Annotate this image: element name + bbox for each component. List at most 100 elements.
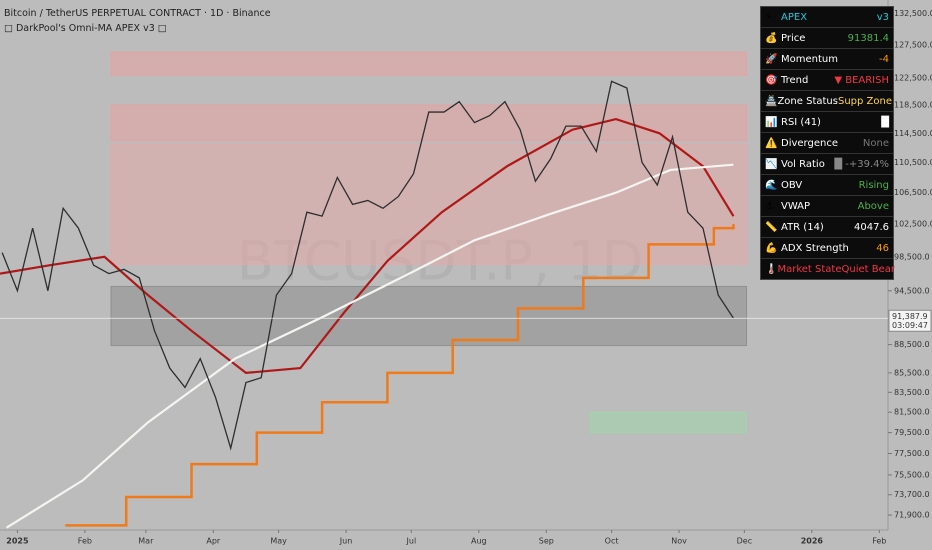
zone: [110, 51, 748, 76]
row-label: Market State: [777, 263, 842, 275]
y-tick-label: 118,500.0: [894, 101, 932, 110]
row-label: Divergence: [781, 137, 838, 149]
chart-title: Bitcoin / TetherUS PERPETUAL CONTRACT · …: [4, 8, 271, 19]
row-value: Supp Zone: [837, 95, 892, 107]
icon: 📏: [765, 221, 778, 233]
panel-row: 🎯 Trend ▼ BEARISH: [761, 69, 893, 90]
row-value: █: [881, 116, 889, 128]
moving-average: [5, 163, 734, 529]
panel-row: 🏯 Zone Status Supp Zone: [761, 90, 893, 111]
y-tick-label: 114,500.0: [894, 129, 932, 138]
row-label: Vol Ratio: [781, 158, 825, 170]
x-tick-label: Apr: [206, 537, 221, 546]
icon: ⚓: [765, 200, 774, 212]
icon: 🎯: [765, 74, 778, 86]
row-value: -4: [879, 53, 889, 65]
indicator-name: □ DarkPool's Omni-MA APEX v3 □: [4, 23, 167, 34]
x-tick-label: Sep: [539, 537, 554, 546]
panel-row: 💰 Price 91381.4: [761, 27, 893, 48]
panel-row: 🌊 OBV Rising: [761, 174, 893, 195]
price-line: [1, 80, 735, 451]
icon: 🚀: [765, 53, 778, 65]
panel-row: 📏 ATR (14) 4047.6: [761, 216, 893, 237]
y-tick-label: 102,500.0: [894, 220, 932, 229]
last-price-box: [888, 309, 932, 332]
zone: [110, 143, 748, 265]
icon: 📊: [765, 116, 778, 128]
icon: 🌊: [765, 179, 778, 191]
row-value: 4047.6: [854, 221, 889, 233]
y-tick-label: 127,500.0: [894, 41, 932, 50]
zone: [110, 104, 748, 141]
countdown: 03:09:47: [892, 321, 928, 330]
row-label: RSI (41): [781, 116, 821, 128]
header: Bitcoin / TetherUS PERPETUAL CONTRACT · …: [4, 6, 271, 36]
x-tick-label: Jun: [339, 537, 353, 546]
zone: [110, 285, 748, 347]
moving-average: [0, 117, 735, 375]
x-tick-label: May: [270, 537, 287, 546]
x-tick-label: 2026: [801, 537, 824, 546]
x-tick-label: Nov: [671, 537, 687, 546]
row-label: ATR (14): [781, 221, 824, 233]
y-tick-label: 83,500.0: [894, 388, 930, 397]
icon: ⚠️: [765, 137, 778, 149]
zone: [589, 411, 748, 434]
panel-row: 🚀 Momentum -4: [761, 48, 893, 69]
y-tick-label: 122,500.0: [894, 73, 932, 82]
row-label: Zone Status: [777, 95, 838, 107]
icon: 📉: [765, 158, 778, 170]
moving-average: [65, 224, 735, 527]
y-tick-label: 98,500.0: [894, 252, 930, 261]
row-value: 46: [876, 242, 889, 254]
icon: 🏯: [765, 95, 778, 107]
x-tick-label: Aug: [471, 537, 487, 546]
panel-title: APEX: [781, 11, 808, 23]
row-label: OBV: [781, 179, 803, 191]
x-tick-label: Feb: [78, 537, 92, 546]
x-tick-label: Mar: [138, 537, 154, 546]
panel-row: ⚠️ Divergence None: [761, 132, 893, 153]
icon: 🌡️: [765, 263, 778, 275]
y-tick-label: 77,500.0: [894, 449, 930, 458]
y-tick-label: 79,500.0: [894, 428, 930, 437]
panel-row: 🌡️ Market State Quiet Bear: [761, 258, 895, 279]
row-label: Trend: [781, 74, 809, 86]
y-tick-label: 75,500.0: [894, 470, 930, 479]
row-label: Price: [781, 32, 806, 44]
row-label: VWAP: [781, 200, 811, 212]
y-tick-label: 132,500.0: [894, 9, 932, 18]
panel-row: ⚓ VWAP Above: [761, 195, 893, 216]
y-tick-label: 110,500.0: [894, 158, 932, 167]
panel-row: 📊 RSI (41) █: [761, 111, 893, 132]
x-tick-label: Oct: [605, 537, 619, 546]
row-value: ▼ BEARISH: [834, 74, 889, 86]
y-tick-label: 94,500.0: [894, 286, 930, 295]
y-tick-label: 106,500.0: [894, 188, 932, 197]
panel-version: v3: [876, 11, 889, 23]
y-tick-label: 81,500.0: [894, 408, 930, 417]
row-value: None: [862, 137, 889, 149]
row-value: █ -+39.4%: [834, 158, 889, 170]
panel-header: ⚡ APEX v3: [761, 7, 893, 27]
last-price-label: 91,387.9: [892, 312, 928, 321]
y-tick-label: 88,500.0: [894, 340, 930, 349]
row-value: Quiet Bear: [841, 263, 895, 275]
x-tick-label: Jul: [406, 537, 417, 546]
x-tick-label: 2025: [6, 537, 29, 546]
icon: 💪: [765, 242, 778, 254]
y-tick-label: 85,500.0: [894, 368, 930, 377]
row-label: Momentum: [781, 53, 838, 65]
y-tick-label: 71,900.0: [894, 511, 930, 520]
row-value: Above: [857, 200, 889, 212]
panel-row: 📉 Vol Ratio █ -+39.4%: [761, 153, 893, 174]
row-value: Rising: [858, 179, 889, 191]
icon: ⚡: [765, 11, 773, 23]
row-value: 91381.4: [847, 32, 889, 44]
apex-panel: ⚡ APEX v3 💰 Price 91381.4 🚀 Momentum -4 🎯 Trend…: [760, 6, 895, 280]
row-label: ADX Strength: [781, 242, 849, 254]
icon: 💰: [765, 32, 778, 44]
y-tick-label: 73,700.0: [894, 490, 930, 499]
